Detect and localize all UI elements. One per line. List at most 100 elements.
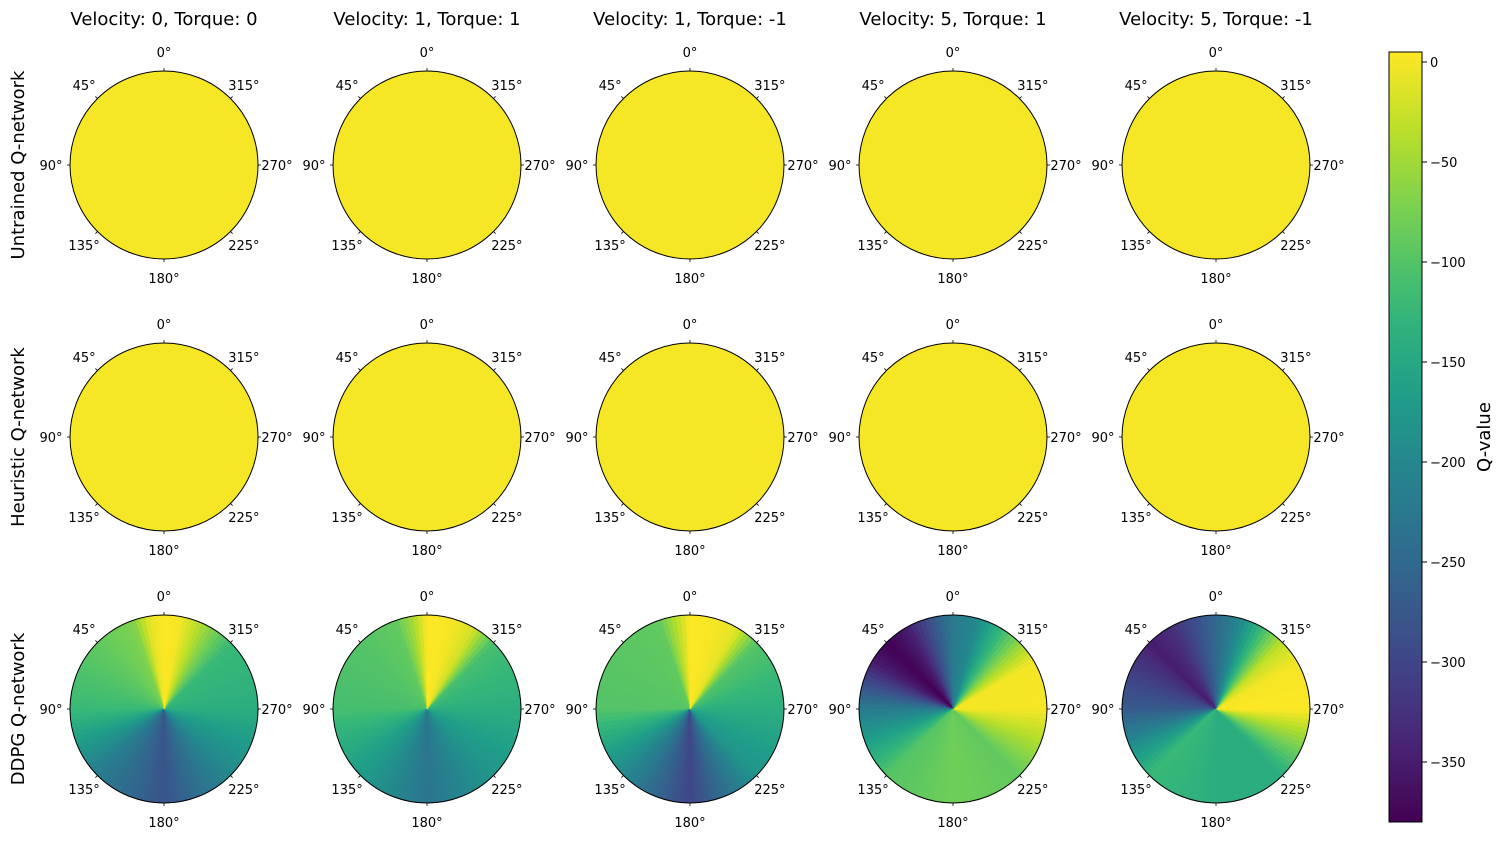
angle-tick-r2c2-315 bbox=[493, 368, 496, 371]
angle-tick-r2c1-45 bbox=[95, 368, 98, 371]
polar-fill-r2c4 bbox=[859, 343, 1047, 531]
angle-tick-r1c3-135 bbox=[621, 231, 624, 234]
angle-label-r2c2-135: 135° bbox=[331, 511, 362, 526]
angle-tick-r3c2-45 bbox=[358, 640, 361, 643]
angle-tick-r3c3-45 bbox=[621, 640, 624, 643]
angle-label-r2c1-45: 45° bbox=[73, 351, 96, 366]
colorbar-tick-label: −200 bbox=[1430, 456, 1466, 471]
angle-label-r2c3-90: 90° bbox=[565, 431, 588, 446]
angle-label-r2c3-315: 315° bbox=[754, 351, 785, 366]
angle-label-r2c1-270: 270° bbox=[261, 431, 292, 446]
angle-label-r3c2-135: 135° bbox=[331, 783, 362, 798]
angle-label-r2c1-225: 225° bbox=[228, 511, 259, 526]
angle-label-r3c1-270: 270° bbox=[261, 703, 292, 718]
angle-tick-r1c3-225 bbox=[756, 231, 759, 234]
angle-label-r2c2-270: 270° bbox=[524, 431, 555, 446]
angle-label-r2c4-45: 45° bbox=[862, 351, 885, 366]
polar-fill-r1c4 bbox=[859, 71, 1047, 259]
angle-tick-r3c5-45 bbox=[1147, 640, 1150, 643]
angle-tick-r3c1-315 bbox=[230, 640, 233, 643]
colorbar-tick-label: −150 bbox=[1430, 356, 1466, 371]
angle-label-r2c3-45: 45° bbox=[599, 351, 622, 366]
angle-label-r2c1-315: 315° bbox=[228, 351, 259, 366]
angle-label-r1c4-90: 90° bbox=[828, 159, 851, 174]
angle-label-r3c1-315: 315° bbox=[228, 623, 259, 638]
polar-fill-r1c3 bbox=[596, 71, 784, 259]
colorbar-tick-label: −50 bbox=[1430, 156, 1457, 171]
angle-tick-r2c3-315 bbox=[756, 368, 759, 371]
angle-label-r1c1-180: 180° bbox=[148, 272, 179, 287]
angle-tick-r2c5-45 bbox=[1147, 368, 1150, 371]
angle-label-r3c5-270: 270° bbox=[1313, 703, 1344, 718]
angle-label-r1c1-315: 315° bbox=[228, 79, 259, 94]
angle-label-r3c3-225: 225° bbox=[754, 783, 785, 798]
angle-label-r2c5-90: 90° bbox=[1091, 431, 1114, 446]
angle-tick-r3c5-135 bbox=[1147, 775, 1150, 778]
row-label-3: DDPG Q-network bbox=[8, 632, 29, 785]
angle-tick-r3c2-315 bbox=[493, 640, 496, 643]
angle-tick-r3c2-135 bbox=[358, 775, 361, 778]
angle-tick-r3c3-225 bbox=[756, 775, 759, 778]
angle-label-r1c1-45: 45° bbox=[73, 79, 96, 94]
angle-label-r1c3-225: 225° bbox=[754, 239, 785, 254]
polar-fill-r2c2 bbox=[333, 343, 521, 531]
angle-tick-r2c2-135 bbox=[358, 503, 361, 506]
angle-tick-r2c3-45 bbox=[621, 368, 624, 371]
angle-label-r1c5-135: 135° bbox=[1120, 239, 1151, 254]
angle-label-r1c2-45: 45° bbox=[336, 79, 359, 94]
angle-label-r2c3-135: 135° bbox=[594, 511, 625, 526]
angle-label-r2c1-0: 0° bbox=[157, 318, 172, 333]
angle-tick-r3c1-45 bbox=[95, 640, 98, 643]
angle-label-r2c2-0: 0° bbox=[420, 318, 435, 333]
angle-tick-r2c4-315 bbox=[1019, 368, 1022, 371]
angle-label-r3c5-315: 315° bbox=[1280, 623, 1311, 638]
angle-label-r2c2-180: 180° bbox=[411, 544, 442, 559]
polar-fill-r2c1 bbox=[70, 343, 258, 531]
angle-label-r1c1-135: 135° bbox=[68, 239, 99, 254]
angle-tick-r2c1-135 bbox=[95, 503, 98, 506]
angle-label-r3c4-135: 135° bbox=[857, 783, 888, 798]
colorbar bbox=[1388, 51, 1423, 823]
angle-label-r1c1-0: 0° bbox=[157, 46, 172, 61]
angle-label-r2c3-0: 0° bbox=[683, 318, 698, 333]
angle-label-r3c3-135: 135° bbox=[594, 783, 625, 798]
angle-label-r2c4-225: 225° bbox=[1017, 511, 1048, 526]
angle-tick-r3c2-225 bbox=[493, 775, 496, 778]
polar-fill-r1c1 bbox=[70, 71, 258, 259]
angle-label-r3c1-135: 135° bbox=[68, 783, 99, 798]
angle-label-r3c1-90: 90° bbox=[39, 703, 62, 718]
angle-tick-r1c2-315 bbox=[493, 96, 496, 99]
angle-label-r3c5-0: 0° bbox=[1209, 590, 1224, 605]
angle-label-r1c3-180: 180° bbox=[674, 272, 705, 287]
angle-label-r2c3-225: 225° bbox=[754, 511, 785, 526]
angle-tick-r2c5-315 bbox=[1282, 368, 1285, 371]
angle-label-r2c1-90: 90° bbox=[39, 431, 62, 446]
angle-label-r1c1-270: 270° bbox=[261, 159, 292, 174]
colorbar-label: Q-value bbox=[1474, 402, 1495, 472]
angle-tick-r3c1-225 bbox=[230, 775, 233, 778]
angle-label-r3c5-225: 225° bbox=[1280, 783, 1311, 798]
angle-label-r1c4-135: 135° bbox=[857, 239, 888, 254]
angle-tick-r2c1-225 bbox=[230, 503, 233, 506]
angle-label-r2c2-45: 45° bbox=[336, 351, 359, 366]
angle-label-r2c5-180: 180° bbox=[1200, 544, 1231, 559]
angle-tick-r3c4-45 bbox=[884, 640, 887, 643]
angle-label-r2c3-180: 180° bbox=[674, 544, 705, 559]
angle-label-r3c3-90: 90° bbox=[565, 703, 588, 718]
angle-label-r1c4-45: 45° bbox=[862, 79, 885, 94]
angle-tick-r3c3-315 bbox=[756, 640, 759, 643]
angle-label-r3c3-315: 315° bbox=[754, 623, 785, 638]
column-title-4: Velocity: 5, Torque: 1 bbox=[859, 9, 1046, 30]
angle-label-r2c5-270: 270° bbox=[1313, 431, 1344, 446]
angle-tick-r1c5-135 bbox=[1147, 231, 1150, 234]
angle-tick-r3c4-315 bbox=[1019, 640, 1022, 643]
angle-label-r1c2-225: 225° bbox=[491, 239, 522, 254]
angle-tick-r2c4-225 bbox=[1019, 503, 1022, 506]
row-label-2: Heuristic Q-network bbox=[8, 347, 29, 527]
angle-label-r2c4-315: 315° bbox=[1017, 351, 1048, 366]
angle-label-r2c4-180: 180° bbox=[937, 544, 968, 559]
angle-label-r1c2-315: 315° bbox=[491, 79, 522, 94]
angle-label-r3c2-270: 270° bbox=[524, 703, 555, 718]
angle-label-r3c2-180: 180° bbox=[411, 816, 442, 831]
